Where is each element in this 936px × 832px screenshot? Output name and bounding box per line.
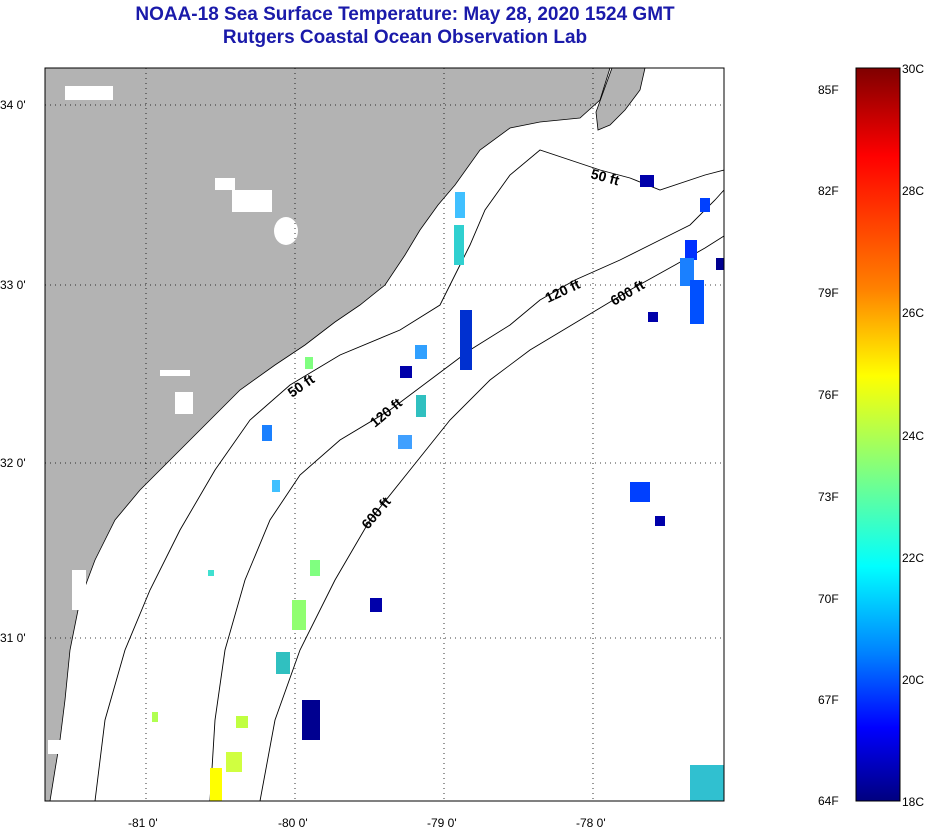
lat-label-32: 32 0' [0, 456, 26, 470]
cb-label-70f: 70F [818, 592, 839, 606]
cb-label-28c: 28C [902, 184, 925, 198]
land-area [45, 68, 611, 801]
cb-label-73f: 73F [818, 490, 839, 504]
cb-label-20c: 20C [902, 673, 925, 687]
map-title: NOAA-18 Sea Surface Temperature: May 28,… [135, 4, 675, 25]
lakes [48, 86, 298, 754]
map-subtitle: Rutgers Coastal Ocean Observation Lab [222, 27, 588, 48]
land-area-ne [595, 68, 646, 131]
cb-label-79f: 79F [818, 286, 839, 300]
cb-label-67f: 67F [818, 693, 839, 707]
lat-label-33: 33 0' [0, 278, 26, 292]
cb-label-22c: 22C [902, 551, 925, 565]
contour-label-50ft-ne: 50 ft [589, 165, 621, 188]
cb-label-85f: 85F [818, 83, 839, 97]
sst-data-patches [152, 175, 724, 801]
cb-label-30c: 30C [902, 62, 925, 76]
map-frame [44, 67, 725, 802]
contour-120ft [209, 189, 724, 801]
cb-label-82f: 82F [818, 184, 839, 198]
lon-label-79: -79 0' [427, 816, 457, 830]
cb-label-76f: 76F [818, 388, 839, 402]
cb-label-24c: 24C [902, 429, 925, 443]
colorbar [855, 67, 901, 802]
cb-label-18c: 18C [902, 795, 925, 809]
lon-label-80: -80 0' [278, 816, 308, 830]
lon-label-78: -78 0' [576, 816, 606, 830]
contour-50ft [94, 149, 724, 801]
cb-label-26c: 26C [902, 306, 925, 320]
graticule [45, 68, 724, 801]
lat-label-34: 34 0' [0, 98, 26, 112]
contour-600ft [259, 235, 724, 801]
lat-label-31: 31 0' [0, 631, 26, 645]
lon-label-81: -81 0' [128, 816, 158, 830]
cb-label-64f: 64F [818, 794, 839, 808]
